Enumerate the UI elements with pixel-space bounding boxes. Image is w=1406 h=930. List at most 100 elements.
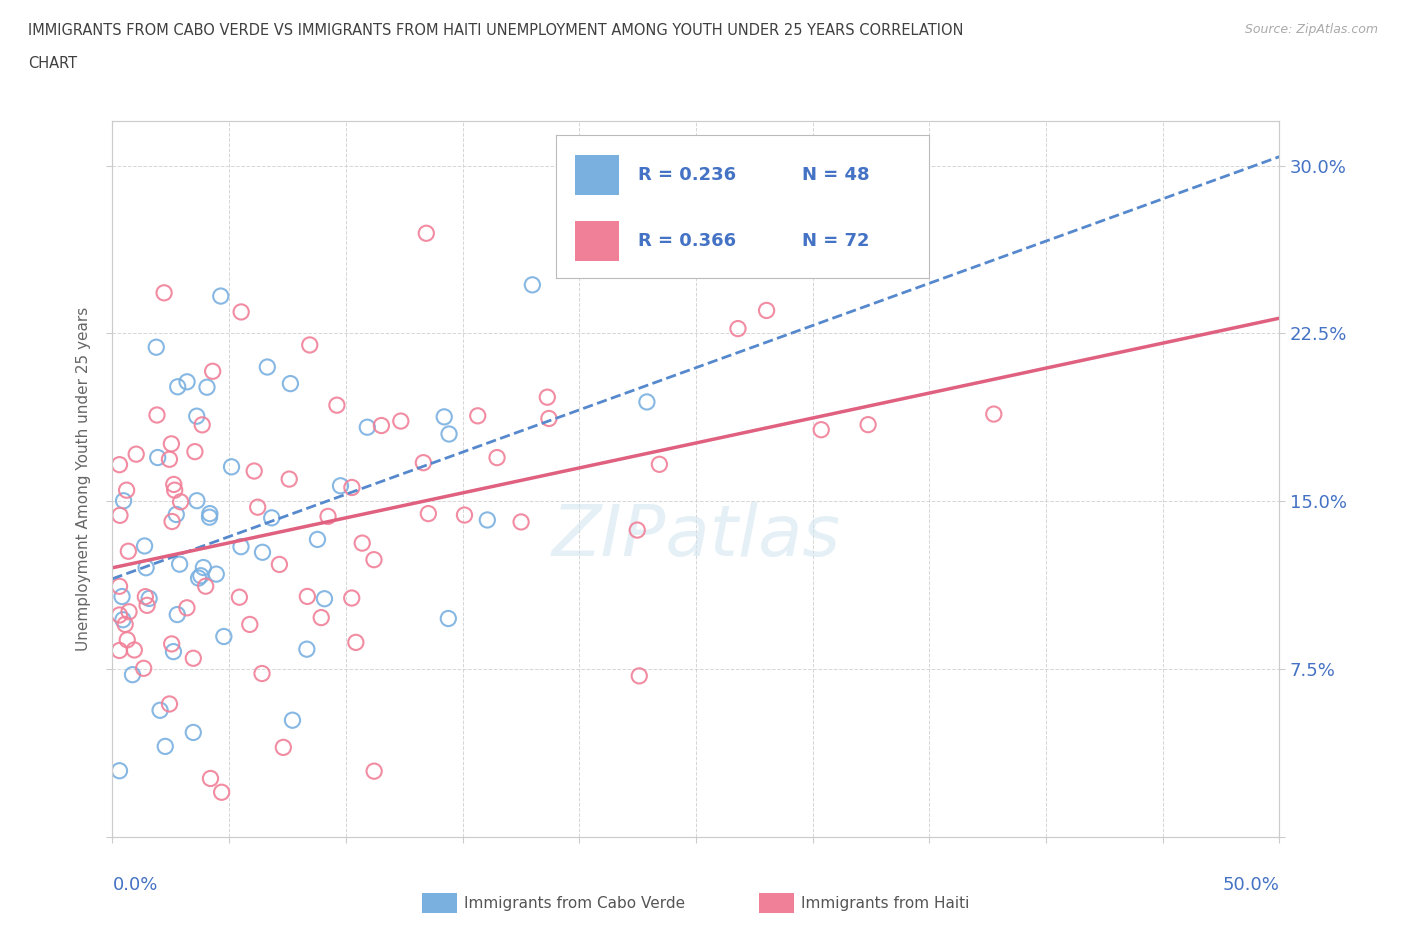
Point	[250, 666, 273, 681]
Point	[163, 477, 186, 492]
Point	[626, 523, 648, 538]
Point	[522, 277, 544, 292]
Point	[810, 422, 832, 437]
Point	[118, 604, 141, 619]
Text: Immigrants from Haiti: Immigrants from Haiti	[801, 896, 970, 910]
Point	[205, 566, 228, 581]
Point	[418, 506, 440, 521]
Point	[437, 427, 460, 442]
Point	[184, 445, 207, 459]
Point	[134, 590, 156, 604]
Point	[155, 739, 177, 754]
Point	[117, 544, 139, 559]
Y-axis label: Unemployment Among Youth under 25 years: Unemployment Among Youth under 25 years	[76, 307, 91, 651]
Point	[160, 514, 183, 529]
Point	[415, 226, 437, 241]
Point	[134, 538, 156, 553]
Point	[108, 508, 131, 523]
Point	[221, 459, 243, 474]
Point	[412, 456, 434, 471]
Point	[138, 591, 160, 605]
Point	[149, 703, 172, 718]
Point	[280, 376, 302, 391]
Point	[181, 651, 204, 666]
Point	[169, 557, 191, 572]
Point	[108, 643, 131, 658]
Point	[124, 643, 146, 658]
Point	[239, 617, 262, 631]
Point	[486, 450, 509, 465]
Point	[162, 644, 184, 659]
Point	[163, 483, 186, 498]
Point	[269, 557, 291, 572]
Point	[146, 407, 169, 422]
Point	[195, 379, 218, 394]
Point	[363, 764, 385, 778]
Point	[340, 480, 363, 495]
Text: IMMIGRANTS FROM CABO VERDE VS IMMIGRANTS FROM HAITI UNEMPLOYMENT AMONG YOUTH UND: IMMIGRANTS FROM CABO VERDE VS IMMIGRANTS…	[28, 23, 963, 38]
Point	[231, 304, 253, 319]
Point	[298, 338, 321, 352]
Point	[983, 406, 1005, 421]
Point	[433, 409, 456, 424]
Point	[108, 607, 131, 622]
Text: Immigrants from Cabo Verde: Immigrants from Cabo Verde	[464, 896, 685, 910]
Point	[316, 509, 339, 524]
Text: 50.0%: 50.0%	[1223, 876, 1279, 895]
Point	[194, 578, 217, 593]
Point	[135, 560, 157, 575]
Point	[356, 419, 378, 434]
Point	[160, 436, 183, 451]
Point	[181, 725, 204, 740]
Point	[187, 571, 209, 586]
Point	[125, 446, 148, 461]
Point	[191, 418, 214, 432]
Point	[165, 507, 187, 522]
Point	[159, 697, 181, 711]
Point	[467, 408, 489, 423]
Text: Source: ZipAtlas.com: Source: ZipAtlas.com	[1244, 23, 1378, 36]
Point	[190, 568, 212, 583]
Point	[329, 478, 352, 493]
Point	[281, 712, 304, 727]
Point	[727, 321, 749, 336]
Point	[176, 375, 198, 390]
Point	[510, 514, 533, 529]
Point	[536, 390, 558, 405]
Point	[309, 610, 332, 625]
Point	[200, 771, 222, 786]
Point	[111, 612, 134, 627]
Point	[229, 539, 252, 554]
Point	[146, 450, 169, 465]
Point	[246, 499, 269, 514]
Point	[108, 578, 131, 593]
Point	[297, 589, 319, 604]
Point	[636, 394, 658, 409]
Point	[648, 457, 671, 472]
Point	[198, 506, 221, 521]
Point	[169, 495, 191, 510]
Point	[477, 512, 499, 527]
Point	[256, 360, 278, 375]
Point	[153, 286, 176, 300]
Point	[295, 642, 318, 657]
Text: CHART: CHART	[28, 56, 77, 71]
Point	[228, 590, 250, 604]
Point	[112, 493, 135, 508]
Point	[145, 339, 167, 354]
Point	[344, 635, 367, 650]
Point	[115, 483, 138, 498]
Point	[273, 740, 295, 755]
Point	[352, 536, 374, 551]
Point	[176, 601, 198, 616]
Point	[108, 764, 131, 778]
Point	[340, 591, 363, 605]
Point	[108, 458, 131, 472]
Point	[260, 511, 283, 525]
Point	[166, 379, 188, 394]
Point	[132, 661, 155, 676]
Point	[278, 472, 301, 486]
Point	[166, 607, 188, 622]
Point	[211, 785, 233, 800]
Point	[212, 629, 235, 644]
